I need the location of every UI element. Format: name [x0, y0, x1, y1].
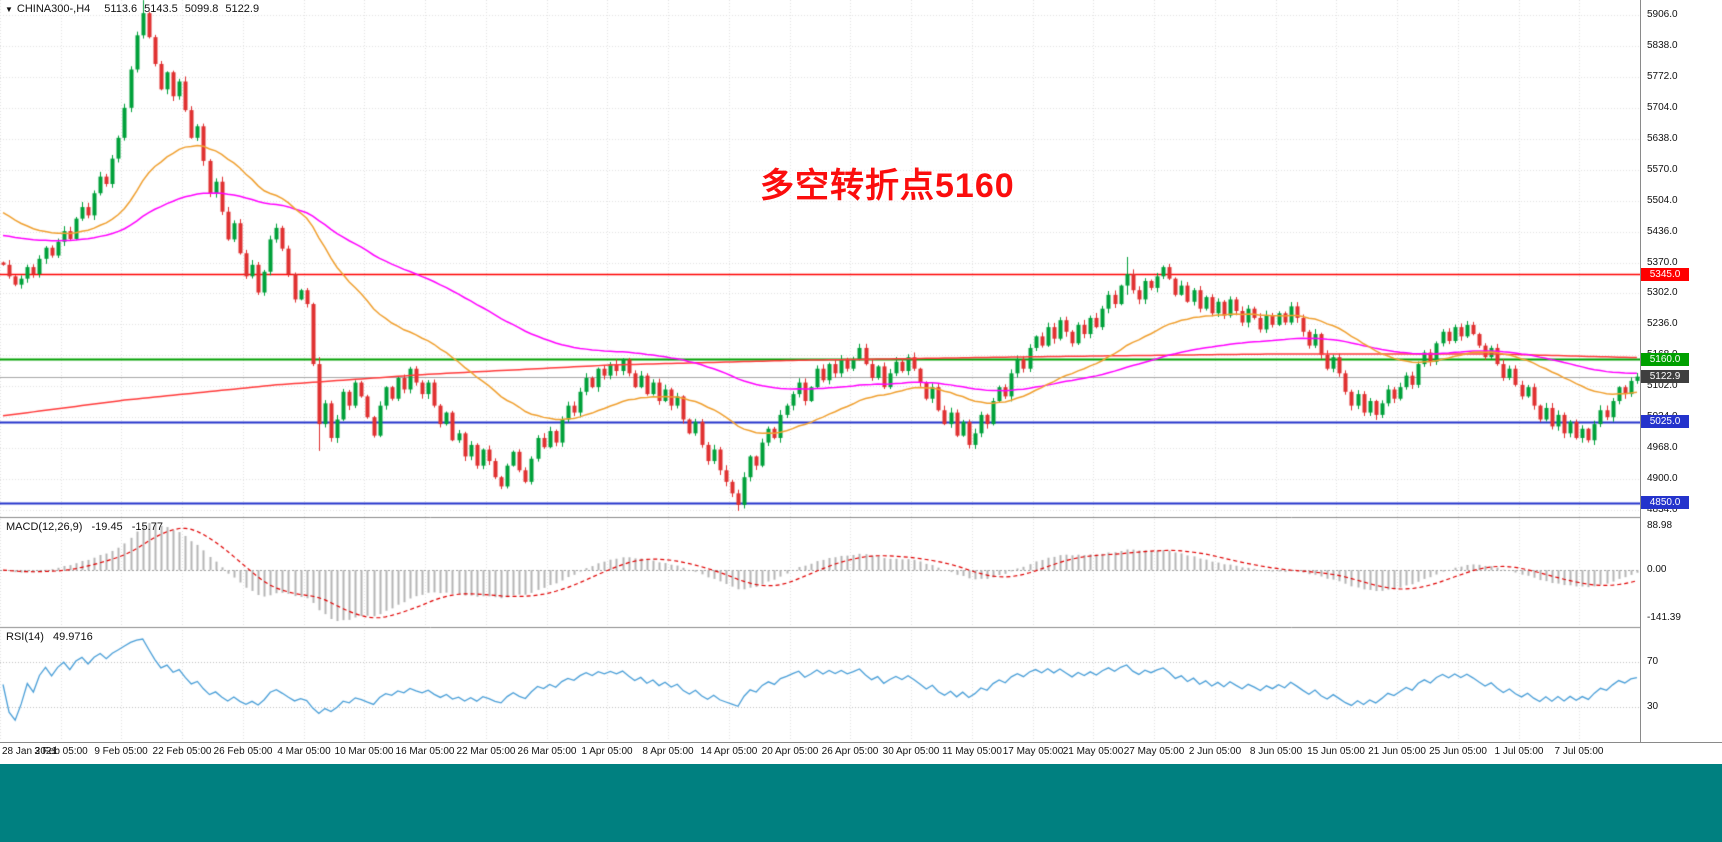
- rsi-level-70-label: 70: [1647, 656, 1659, 667]
- symbol-timeframe-label: CHINA300-,H4: [16, 3, 91, 15]
- time-axis-label: 7 Jul 05:00: [1554, 746, 1604, 757]
- time-axis-label: 3 Feb 05:00: [34, 746, 88, 757]
- time-axis-label: 2 Jun 05:00: [1188, 746, 1242, 757]
- price-axis-label: 5772.0: [1647, 71, 1678, 82]
- hline-price-tag: 5160.0: [1641, 353, 1689, 366]
- price-axis-label: 5102.0: [1647, 380, 1678, 391]
- time-axis-label: 8 Apr 05:00: [642, 746, 694, 757]
- time-axis-label: 10 Mar 05:00: [334, 746, 394, 757]
- time-axis-label: 25 Jun 05:00: [1429, 746, 1487, 757]
- desktop-background: [0, 764, 1722, 842]
- price-axis-label: 5302.0: [1647, 287, 1678, 298]
- time-axis-label: 22 Mar 05:00: [456, 746, 516, 757]
- rsi-level-30-label: 30: [1647, 701, 1659, 712]
- time-axis-label: 11 May 05:00: [942, 746, 1002, 757]
- macd-axis-zero-label: 0.00: [1647, 564, 1667, 575]
- price-axis-label: 5704.0: [1647, 102, 1678, 113]
- bar-low-value: 5099.8: [184, 3, 219, 15]
- macd-name: MACD(12,26,9): [6, 521, 83, 533]
- price-axis-label: 5504.0: [1647, 195, 1678, 206]
- time-axis-label: 9 Feb 05:00: [94, 746, 148, 757]
- time-axis-label: 20 Apr 05:00: [761, 746, 819, 757]
- hline-price-tag: 4850.0: [1641, 496, 1689, 509]
- bar-open-value: 5113.6: [104, 3, 138, 15]
- hline-price-tag: 5345.0: [1641, 268, 1689, 281]
- time-axis-label: 27 May 05:00: [1123, 746, 1185, 757]
- rsi-name: RSI(14): [6, 631, 44, 643]
- rsi-value: 49.9716: [52, 631, 93, 643]
- time-axis[interactable]: 28 Jan 2021 3 Feb 05:00 9 Feb 05:00 22 Feb …: [0, 742, 1722, 764]
- price-axis-label: 5906.0: [1647, 9, 1678, 20]
- rsi-indicator-label: RSI(14) 49.9716: [6, 631, 99, 643]
- macd-axis-max-label: 88.98: [1647, 520, 1673, 531]
- symbol-info-bar: ▼ CHINA300-,H4 5113.6 5143.5 5099.8 5122…: [5, 3, 266, 15]
- price-axis-label: 5570.0: [1647, 164, 1678, 175]
- time-axis-label: 28 Jan 2021: [2, 746, 58, 757]
- price-axis-label: 5638.0: [1647, 133, 1678, 144]
- annotation-text: 多空转折点5160: [760, 167, 1015, 205]
- macd-indicator-label: MACD(12,26,9) -19.45 -15.77: [6, 521, 169, 533]
- price-chart-canvas[interactable]: [0, 0, 1722, 742]
- hline-price-tag: 5025.0: [1641, 415, 1689, 428]
- price-axis-label: 5436.0: [1647, 226, 1678, 237]
- time-axis-label: 26 Mar 05:00: [517, 746, 577, 757]
- macd-axis-min-label: -141.39: [1647, 612, 1681, 623]
- time-axis-label: 26 Feb 05:00: [213, 746, 273, 757]
- time-axis-label: 8 Jun 05:00: [1249, 746, 1303, 757]
- time-axis-label: 14 Apr 05:00: [700, 746, 758, 757]
- time-axis-label: 21 May 05:00: [1062, 746, 1124, 757]
- price-axis-label: 4834.0: [1647, 504, 1678, 515]
- time-axis-label: 22 Feb 05:00: [152, 746, 212, 757]
- time-axis-label: 1 Apr 05:00: [581, 746, 633, 757]
- current-price-tag: 5122.9: [1641, 370, 1689, 383]
- collapse-arrow-icon[interactable]: ▼: [5, 4, 13, 14]
- time-axis-label: 26 Apr 05:00: [821, 746, 879, 757]
- bar-close-value: 5122.9: [225, 3, 260, 15]
- price-axis-label: 5236.0: [1647, 318, 1678, 329]
- time-axis-label: 30 Apr 05:00: [882, 746, 940, 757]
- time-axis-label: 4 Mar 05:00: [277, 746, 331, 757]
- price-axis-label: 5370.0: [1647, 257, 1678, 268]
- bar-high-value: 5143.5: [144, 3, 178, 15]
- price-axis-label: 4900.0: [1647, 473, 1678, 484]
- macd-signal-value: -15.77: [131, 521, 163, 533]
- time-axis-label: 1 Jul 05:00: [1494, 746, 1544, 757]
- price-axis-label: 4968.0: [1647, 442, 1678, 453]
- time-axis-label: 21 Jun 05:00: [1368, 746, 1426, 757]
- time-axis-label: 17 May 05:00: [1002, 746, 1064, 757]
- price-axis-label: 5838.0: [1647, 40, 1678, 51]
- time-axis-label: 15 Jun 05:00: [1307, 746, 1365, 757]
- macd-main-value: -19.45: [91, 521, 123, 533]
- time-axis-label: 16 Mar 05:00: [395, 746, 455, 757]
